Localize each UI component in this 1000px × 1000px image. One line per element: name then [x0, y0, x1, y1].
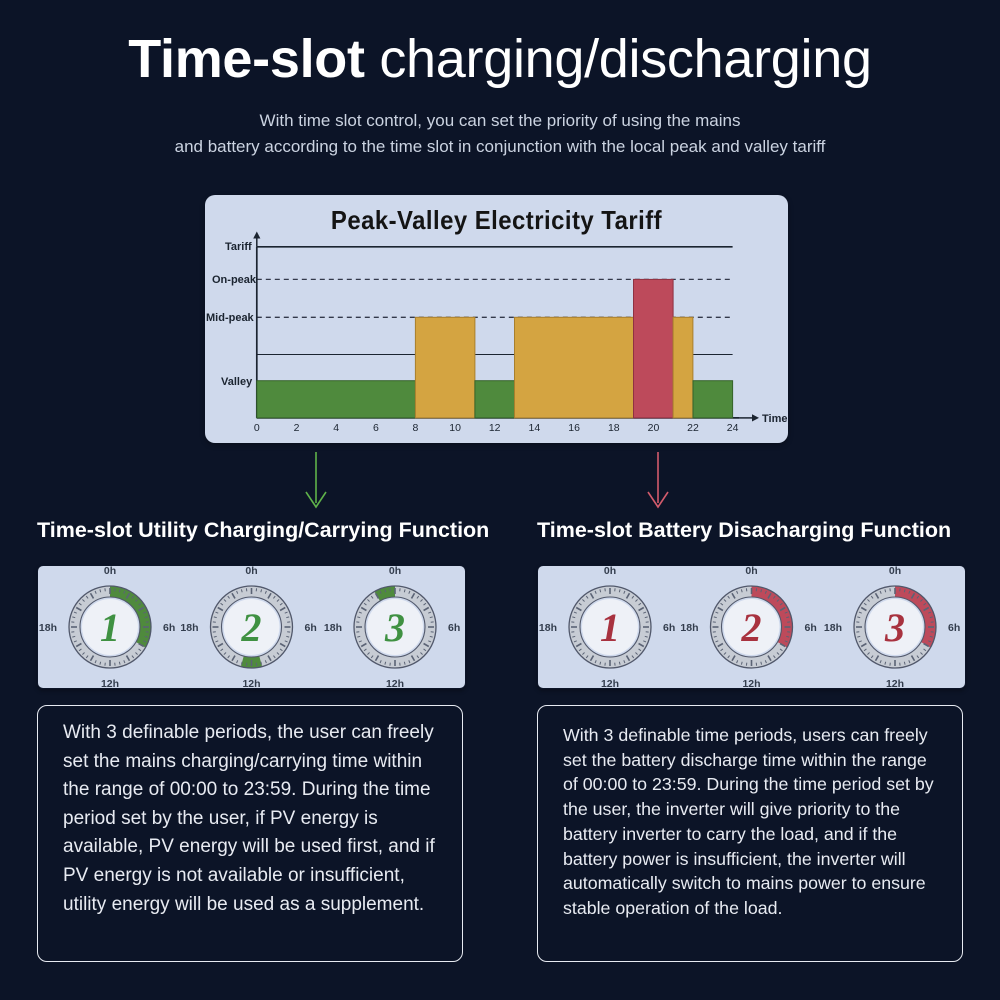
svg-text:0h: 0h	[604, 566, 616, 577]
svg-text:0h: 0h	[104, 566, 116, 577]
svg-text:2: 2	[241, 605, 262, 650]
svg-text:1: 1	[100, 605, 120, 650]
svg-text:18h: 18h	[324, 622, 342, 634]
svg-text:3: 3	[884, 605, 905, 650]
svg-text:12h: 12h	[101, 678, 119, 688]
svg-text:12h: 12h	[386, 678, 404, 688]
svg-text:18h: 18h	[39, 622, 57, 634]
svg-text:6h: 6h	[305, 622, 317, 634]
svg-text:18h: 18h	[824, 622, 842, 634]
svg-text:12h: 12h	[742, 678, 760, 688]
svg-text:6h: 6h	[163, 622, 175, 634]
svg-text:6h: 6h	[805, 622, 817, 634]
svg-text:18h: 18h	[680, 622, 698, 634]
svg-text:0h: 0h	[889, 566, 901, 577]
svg-text:2: 2	[741, 605, 762, 650]
svg-text:0h: 0h	[745, 566, 757, 577]
svg-text:6h: 6h	[948, 622, 960, 634]
svg-text:12h: 12h	[886, 678, 904, 688]
svg-text:18h: 18h	[539, 622, 557, 634]
svg-text:0h: 0h	[245, 566, 257, 577]
svg-text:18h: 18h	[180, 622, 198, 634]
svg-text:1: 1	[600, 605, 620, 650]
svg-text:0h: 0h	[389, 566, 401, 577]
svg-text:12h: 12h	[601, 678, 619, 688]
svg-text:6h: 6h	[663, 622, 675, 634]
svg-text:12h: 12h	[242, 678, 260, 688]
svg-text:3: 3	[384, 605, 405, 650]
svg-text:6h: 6h	[448, 622, 460, 634]
